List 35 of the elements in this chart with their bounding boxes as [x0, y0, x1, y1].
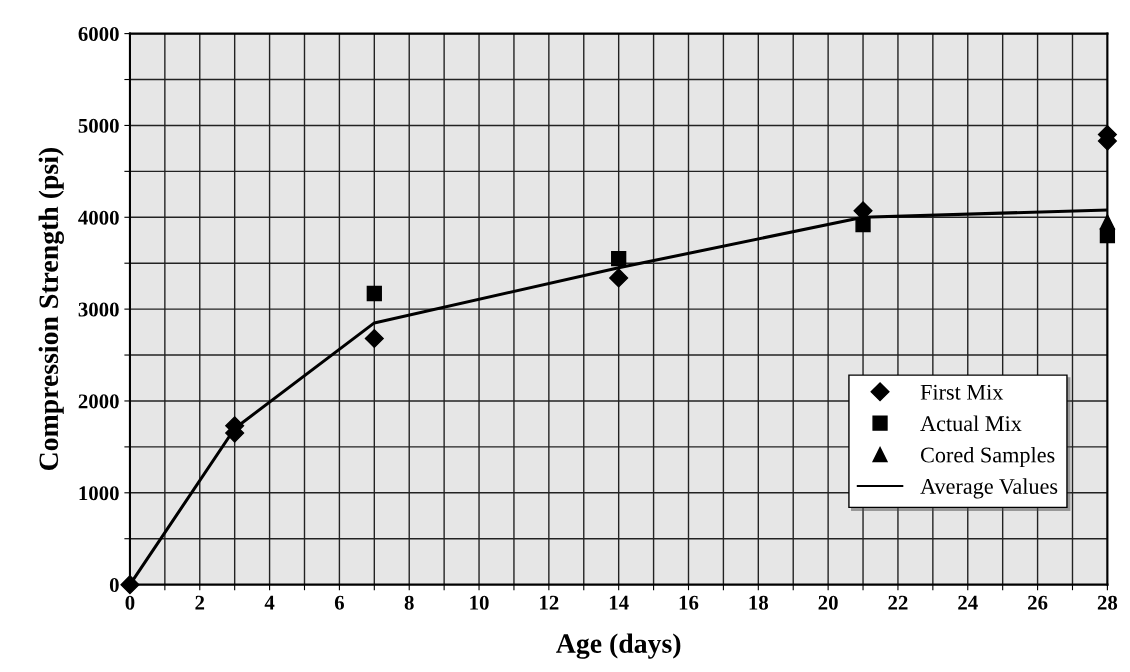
point [1099, 214, 1116, 230]
point [855, 216, 871, 233]
y-axis-title: Compression Strength (psi) [38, 148, 64, 471]
x-tick-label: 24 [958, 595, 978, 610]
legend-label: First Mix [920, 384, 1004, 400]
y-tick-label: 4000 [78, 210, 119, 225]
y-tick-label: 1000 [79, 486, 119, 501]
x-tick-label: 6 [334, 595, 344, 610]
x-tick-label: 12 [540, 595, 559, 610]
x-tick-label: 2 [195, 595, 205, 610]
y-tick-label: 2000 [78, 394, 119, 409]
x-tick-label: 10 [470, 595, 489, 610]
x-tick-label: 8 [404, 595, 414, 610]
x-tick-label: 0 [125, 595, 135, 610]
y-tick-label: 6000 [78, 26, 119, 42]
x-tick-label: 26 [1028, 595, 1048, 610]
x-tick-label: 16 [679, 595, 699, 610]
y-tick-label: 0 [109, 578, 119, 593]
x-tick-label: 14 [609, 595, 629, 610]
legend-label: Cored Samples [920, 446, 1055, 468]
x-tick-label: 22 [888, 595, 908, 610]
y-tick-label: 3000 [78, 302, 119, 317]
point [366, 285, 382, 302]
legend-label: Average Values [920, 478, 1058, 499]
x-axis-title: Age (days) [556, 633, 681, 659]
y-tick-label: 5000 [78, 118, 119, 133]
legend-label: Actual Mix [920, 415, 1022, 432]
x-tick-label: 4 [264, 595, 275, 610]
x-tick-label: 18 [749, 595, 769, 610]
x-tick-label: 20 [818, 595, 838, 610]
point [120, 575, 140, 595]
point [364, 328, 384, 349]
x-tick-label: 28 [1097, 595, 1118, 610]
point [611, 250, 627, 267]
point [609, 268, 629, 288]
